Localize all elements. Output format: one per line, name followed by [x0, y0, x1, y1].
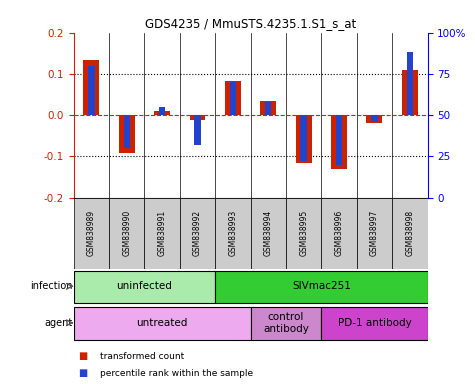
- Text: percentile rank within the sample: percentile rank within the sample: [100, 369, 253, 378]
- Bar: [225, 81, 241, 115]
- Text: GSM838998: GSM838998: [405, 210, 414, 257]
- Bar: [215, 271, 428, 303]
- Text: PD-1 antibody: PD-1 antibody: [338, 318, 411, 328]
- Text: GSM838993: GSM838993: [228, 210, 238, 257]
- Text: GSM838994: GSM838994: [264, 210, 273, 257]
- Bar: [154, 111, 170, 115]
- Bar: [74, 198, 109, 269]
- Bar: [295, 115, 312, 163]
- Bar: [230, 82, 236, 115]
- Bar: [83, 60, 99, 115]
- Text: ■: ■: [78, 351, 87, 361]
- Bar: [392, 198, 428, 269]
- Bar: [144, 198, 180, 269]
- Text: control
antibody: control antibody: [263, 312, 309, 334]
- Bar: [88, 66, 95, 115]
- Text: GSM838991: GSM838991: [158, 210, 167, 257]
- Text: infection: infection: [30, 281, 73, 291]
- Bar: [371, 115, 378, 122]
- Text: uninfected: uninfected: [116, 281, 172, 291]
- Bar: [251, 198, 286, 269]
- Bar: [321, 307, 428, 340]
- Text: agent: agent: [45, 318, 73, 328]
- Text: GSM838992: GSM838992: [193, 210, 202, 257]
- Text: GSM838996: GSM838996: [334, 210, 343, 257]
- Bar: [159, 107, 165, 115]
- Bar: [215, 198, 251, 269]
- Bar: [301, 115, 307, 161]
- Text: GSM838997: GSM838997: [370, 210, 379, 257]
- Bar: [336, 115, 342, 165]
- Bar: [74, 271, 215, 303]
- Text: GSM838989: GSM838989: [87, 210, 96, 257]
- Bar: [251, 307, 321, 340]
- Bar: [194, 115, 200, 145]
- Bar: [357, 198, 392, 269]
- Bar: [74, 307, 251, 340]
- Bar: [321, 198, 357, 269]
- Text: untreated: untreated: [136, 318, 188, 328]
- Bar: [265, 102, 271, 115]
- Bar: [402, 70, 418, 115]
- Bar: [366, 115, 382, 122]
- Text: SIVmac251: SIVmac251: [292, 281, 351, 291]
- Bar: [190, 115, 206, 120]
- Text: transformed count: transformed count: [100, 352, 184, 361]
- Bar: [407, 53, 413, 115]
- Bar: [331, 115, 347, 169]
- Bar: [180, 198, 215, 269]
- Bar: [119, 115, 135, 153]
- Text: GSM838990: GSM838990: [122, 210, 131, 257]
- Bar: [109, 198, 144, 269]
- Text: GSM838995: GSM838995: [299, 210, 308, 257]
- Title: GDS4235 / MmuSTS.4235.1.S1_s_at: GDS4235 / MmuSTS.4235.1.S1_s_at: [145, 17, 356, 30]
- Bar: [124, 115, 130, 148]
- Bar: [260, 101, 276, 115]
- Bar: [286, 198, 322, 269]
- Text: ■: ■: [78, 368, 87, 378]
